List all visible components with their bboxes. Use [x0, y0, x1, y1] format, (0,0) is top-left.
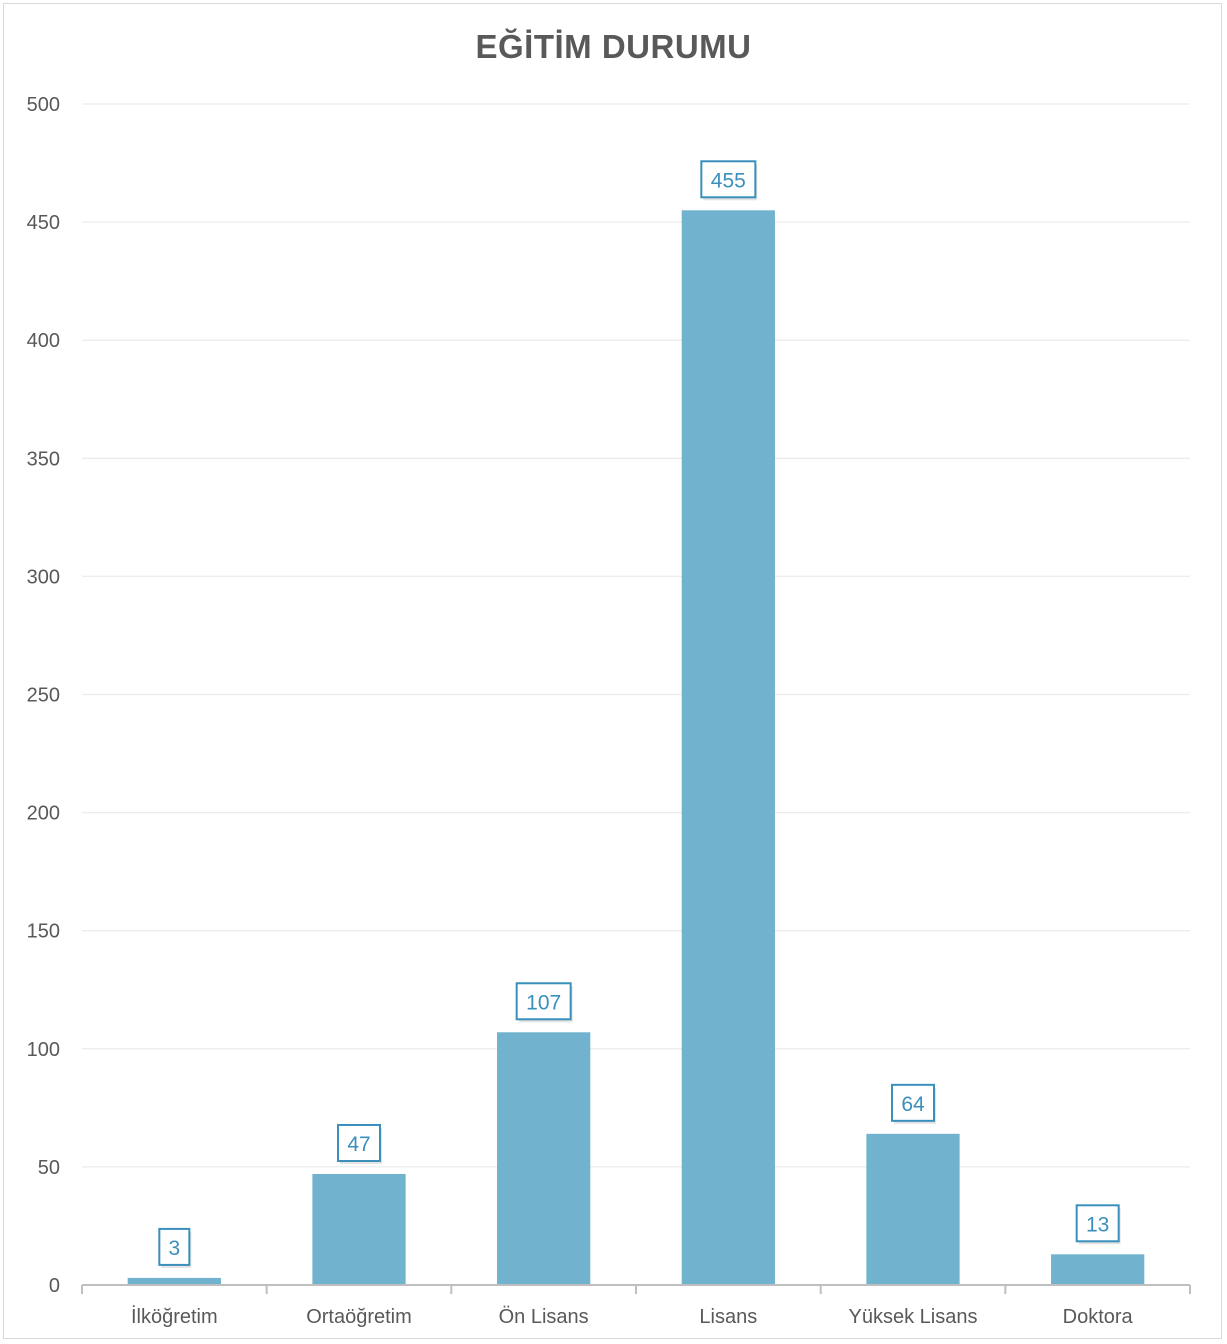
- y-tick-label: 50: [38, 1157, 60, 1179]
- y-tick-label: 300: [27, 566, 60, 588]
- data-label: 3: [168, 1237, 180, 1260]
- y-tick-label: 0: [49, 1275, 60, 1297]
- data-label: 47: [347, 1133, 370, 1156]
- bar: [497, 1032, 591, 1285]
- y-tick-label: 100: [27, 1039, 60, 1061]
- y-axis-ticks: 0 50 100 150 200 250 300 350 400 450 500: [27, 94, 60, 1297]
- x-axis: [81, 1284, 1191, 1294]
- y-tick-label: 450: [27, 212, 60, 234]
- x-category-label: Doktora: [1063, 1306, 1134, 1328]
- y-tick-label: 200: [27, 803, 60, 825]
- y-tick-label: 400: [27, 330, 60, 352]
- x-category-label: İlköğretim: [131, 1305, 218, 1328]
- chart-title: EĞİTİM DURUMU: [475, 28, 752, 65]
- bar: [312, 1173, 406, 1285]
- x-category-label: Ortaöğretim: [306, 1306, 412, 1328]
- data-label: 64: [901, 1093, 925, 1116]
- y-tick-label: 350: [27, 448, 60, 470]
- bar: [127, 1277, 221, 1285]
- y-tick-label: 500: [27, 94, 60, 116]
- x-category-label: Ön Lisans: [499, 1306, 589, 1328]
- x-axis-categories: İlköğretim Ortaöğretim Ön Lisans Lisans Yüks…: [131, 1305, 1134, 1328]
- x-category-label: Lisans: [699, 1306, 757, 1328]
- data-label-box: [158, 1227, 191, 1266]
- chart-frame: [3, 3, 1222, 1339]
- data-label-box: [700, 160, 757, 199]
- bars: [127, 210, 1145, 1285]
- x-category-label: Yüksek Lisans: [849, 1306, 978, 1328]
- data-label: 107: [526, 991, 561, 1014]
- y-tick-label: 150: [27, 921, 60, 943]
- bar: [1051, 1254, 1145, 1285]
- gridlines: [82, 103, 1190, 1168]
- data-labels: 3 47 107 455 64 13: [158, 160, 1121, 1268]
- bar: [866, 1133, 960, 1285]
- data-label-box: [1075, 1204, 1120, 1243]
- y-tick-label: 250: [27, 685, 60, 707]
- data-label-box: [515, 982, 572, 1021]
- data-label: 13: [1086, 1213, 1109, 1236]
- data-label-box: [337, 1123, 381, 1162]
- data-label-box: [891, 1083, 935, 1122]
- data-label: 455: [711, 169, 746, 192]
- bar: [681, 210, 775, 1285]
